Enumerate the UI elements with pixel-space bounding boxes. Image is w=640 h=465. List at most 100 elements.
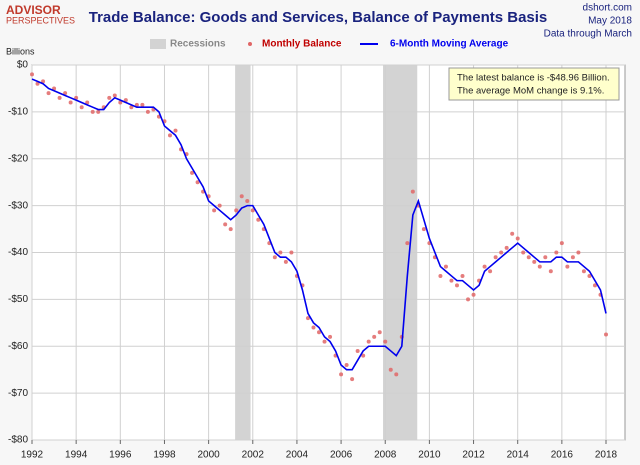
data-point: [250, 208, 255, 213]
data-point: [521, 250, 526, 255]
data-point: [140, 102, 145, 107]
data-point: [548, 269, 553, 274]
data-point: [223, 222, 228, 227]
data-point: [239, 194, 244, 199]
y-tick-label: -$20: [8, 153, 28, 164]
y-tick-label: -$60: [8, 341, 28, 352]
y-axis-label: Billions: [6, 46, 35, 56]
data-point: [112, 93, 117, 98]
data-point: [217, 203, 222, 208]
data-point: [289, 250, 294, 255]
data-point: [107, 95, 112, 100]
data-point: [167, 133, 172, 138]
data-point: [311, 325, 316, 330]
x-tick-label: 2006: [330, 450, 353, 461]
data-point: [504, 245, 509, 250]
data-point: [372, 334, 377, 339]
data-point: [554, 250, 559, 255]
data-point: [68, 100, 73, 105]
note: Data through March: [544, 29, 632, 40]
x-tick-label: 2000: [197, 450, 220, 461]
data-point: [123, 98, 128, 103]
data-point: [145, 109, 150, 114]
y-tick-label: -$50: [8, 294, 28, 305]
data-point: [454, 283, 459, 288]
x-tick-label: 2010: [418, 450, 441, 461]
chart-title: Trade Balance: Goods and Services, Balan…: [89, 9, 548, 26]
data-point: [499, 250, 504, 255]
x-tick-label: 1992: [21, 450, 44, 461]
note: May 2018: [588, 16, 632, 27]
data-point: [405, 241, 410, 246]
data-point: [565, 264, 570, 269]
data-point: [173, 128, 178, 133]
x-tick-label: 2004: [286, 450, 309, 461]
data-point: [74, 95, 79, 100]
data-point: [96, 109, 101, 114]
x-tick-label: 2012: [462, 450, 485, 461]
data-point: [592, 283, 597, 288]
x-tick-label: 2002: [242, 450, 265, 461]
data-point: [256, 217, 261, 222]
x-tick-label: 2018: [595, 450, 618, 461]
legend-swatch: [150, 39, 166, 49]
x-tick-label: 2014: [507, 450, 530, 461]
data-point: [272, 255, 277, 260]
data-point: [79, 105, 84, 110]
data-point: [410, 189, 415, 194]
data-point: [305, 316, 310, 321]
data-point: [350, 377, 355, 382]
x-tick-label: 1994: [65, 450, 88, 461]
data-point: [322, 339, 327, 344]
x-tick-label: 2016: [551, 450, 574, 461]
legend-label: 6-Month Moving Average: [390, 39, 509, 50]
data-point: [576, 250, 581, 255]
data-point: [134, 102, 139, 107]
data-point: [559, 241, 564, 246]
data-point: [35, 81, 40, 86]
data-point: [52, 86, 57, 91]
series-line: [31, 78, 607, 371]
note: dshort.com: [583, 3, 632, 14]
data-point: [388, 367, 393, 372]
y-tick-label: -$10: [8, 107, 28, 118]
data-point: [394, 372, 399, 377]
logo: ADVISOR: [6, 3, 61, 17]
data-point: [493, 255, 498, 260]
data-point: [85, 100, 90, 105]
data-point: [537, 264, 542, 269]
legend-swatch: [248, 42, 252, 46]
data-point: [278, 250, 283, 255]
y-tick-label: $0: [17, 60, 29, 71]
data-point: [526, 255, 531, 260]
logo: PERSPECTIVES: [6, 15, 75, 25]
legend-label: Monthly Balance: [262, 39, 342, 50]
plot-layer: [30, 64, 625, 441]
data-point: [471, 292, 476, 297]
data-point: [344, 363, 349, 367]
annotation-box: [448, 67, 620, 101]
data-point: [443, 264, 448, 269]
data-point: [63, 91, 68, 96]
data-point: [515, 236, 520, 241]
data-point: [482, 264, 487, 269]
data-point: [118, 100, 123, 105]
data-point: [30, 72, 34, 77]
x-tick-label: 1998: [153, 450, 176, 461]
data-point: [383, 339, 388, 344]
data-point: [421, 227, 426, 232]
data-point: [90, 109, 95, 114]
data-point: [510, 231, 515, 236]
y-tick-label: -$70: [8, 388, 28, 399]
data-point: [339, 372, 344, 377]
x-tick-label: 2008: [374, 450, 397, 461]
data-point: [57, 95, 62, 100]
data-point: [46, 91, 51, 96]
data-point: [532, 259, 537, 264]
data-point: [587, 273, 592, 278]
data-point: [212, 208, 217, 213]
data-point: [129, 105, 134, 110]
data-point: [438, 273, 443, 278]
